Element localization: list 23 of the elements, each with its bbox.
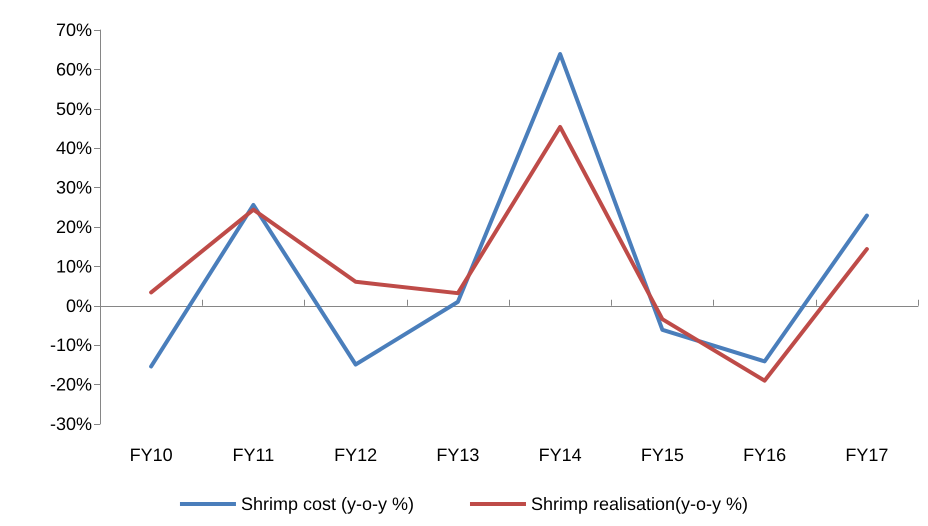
y-tick-label: 40% [56,138,92,158]
y-tick-label: 60% [56,59,92,80]
line-series [149,52,869,368]
x-tick-label: FY13 [436,445,480,465]
y-tick-label: -30% [50,414,92,434]
y-tick-label: -10% [50,335,92,356]
x-tick-label: FY17 [845,445,888,465]
x-tick-label: FY10 [130,445,173,465]
y-tick-label: -20% [50,374,92,395]
y-tick-label: 10% [56,256,92,276]
x-tick-label: FY12 [334,445,378,465]
y-tick-label: 70% [56,20,92,40]
y-tick-label: 20% [56,217,92,237]
y-tick-label: 30% [56,178,92,198]
y-tick-label: 50% [56,98,92,119]
line-series [149,124,869,383]
x-tick-label: FY14 [538,445,582,465]
legend-label: Shrimp cost (y-o-y %) [240,494,414,514]
x-tick-label: FY15 [640,445,684,465]
x-tick-label: FY16 [743,445,786,465]
y-tick-label: 0% [66,296,92,316]
x-tick-label: FY11 [232,445,274,465]
legend-label: Shrimp realisation(y-o-y %) [530,494,748,514]
